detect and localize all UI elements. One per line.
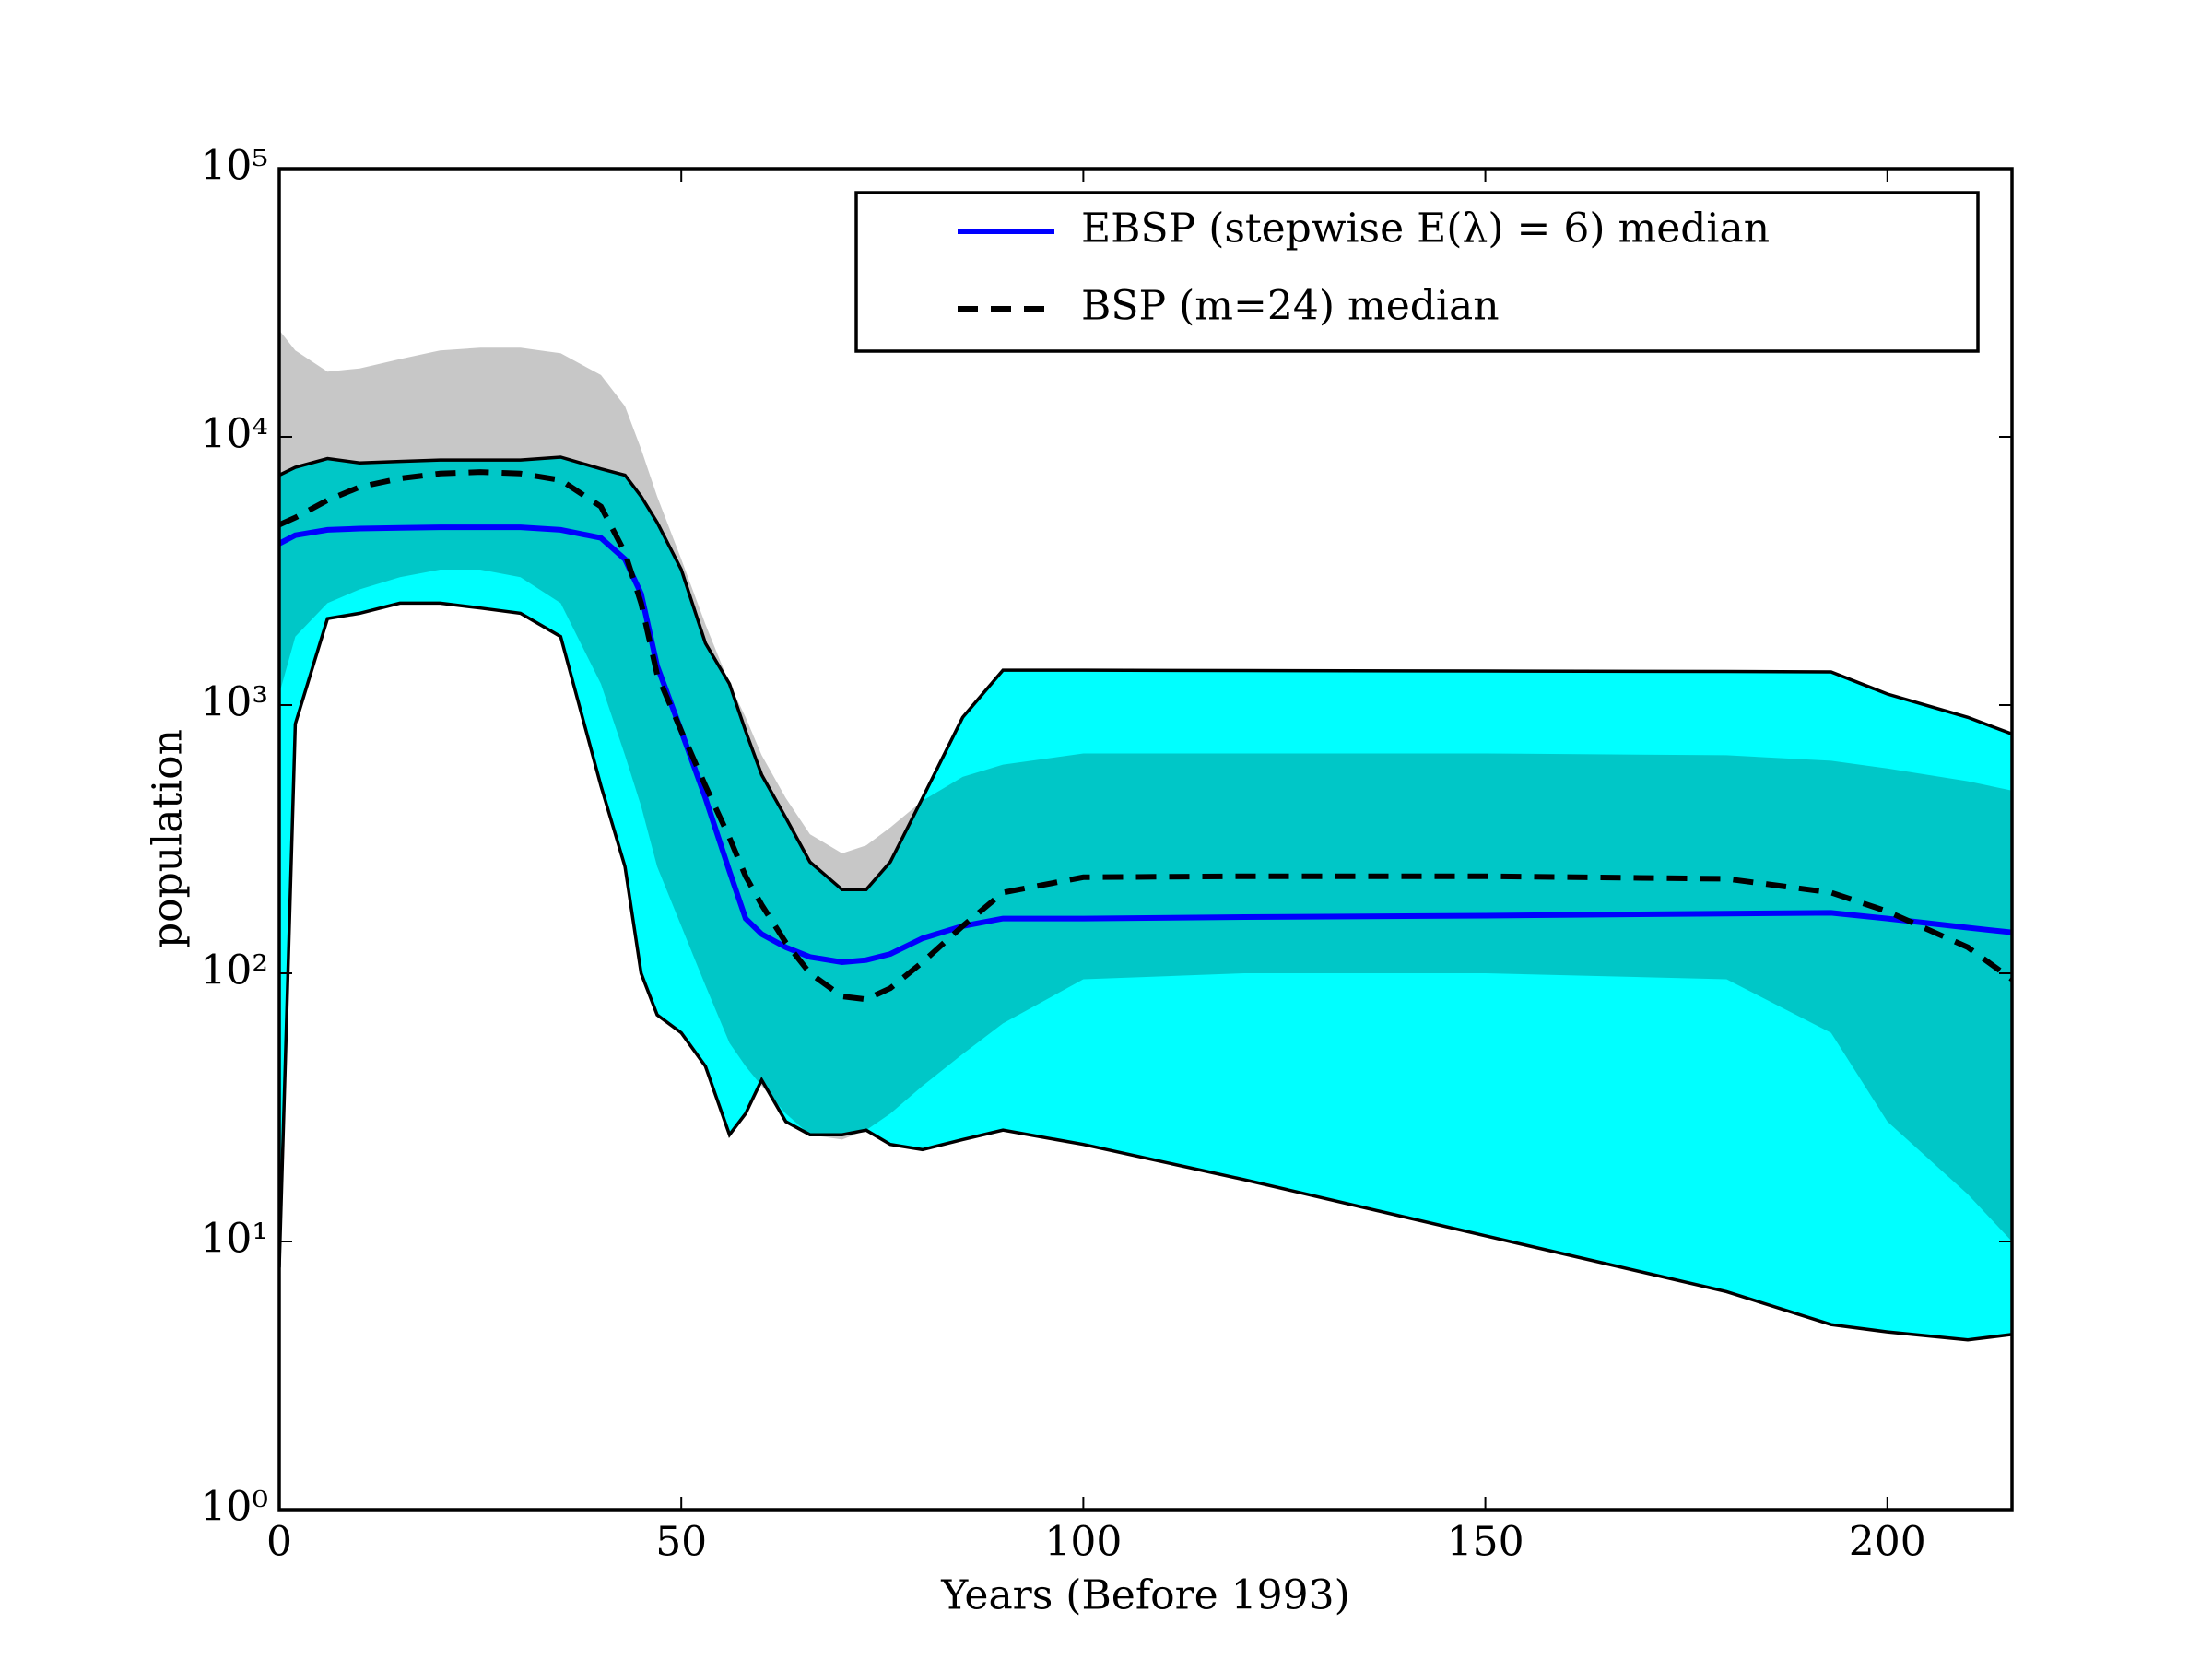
line	[279, 524, 2012, 966]
y-tick-label: 10¹	[200, 1216, 268, 1263]
x-tick-label: 0	[266, 1519, 292, 1566]
x-tick-label: 200	[1849, 1519, 1926, 1566]
band-area	[279, 457, 2012, 1340]
y-tick-label: 10⁵	[200, 143, 268, 190]
x-tick-label: 100	[1044, 1519, 1122, 1566]
band-outline	[279, 601, 2012, 1342]
legend-box	[854, 191, 1980, 353]
x-tick-label: 50	[655, 1519, 707, 1566]
band-area	[279, 330, 2012, 1241]
plot-frame	[277, 167, 2014, 1512]
legend-label: EBSP (stepwise E(λ) = 6) median	[1081, 206, 1770, 253]
y-axis-label: population	[145, 729, 192, 948]
band-outline	[279, 455, 2012, 892]
x-tick-label: 150	[1447, 1519, 1524, 1566]
y-tick-label: 10⁰	[200, 1484, 268, 1531]
y-tick-label: 10⁴	[200, 411, 268, 458]
x-axis-label: Years (Before 1993)	[940, 1572, 1350, 1619]
y-tick-label: 10³	[200, 679, 268, 726]
legend-label: BSP (m=24) median	[1081, 283, 1500, 330]
y-tick-label: 10²	[200, 947, 268, 994]
plot-area	[279, 330, 2012, 1342]
